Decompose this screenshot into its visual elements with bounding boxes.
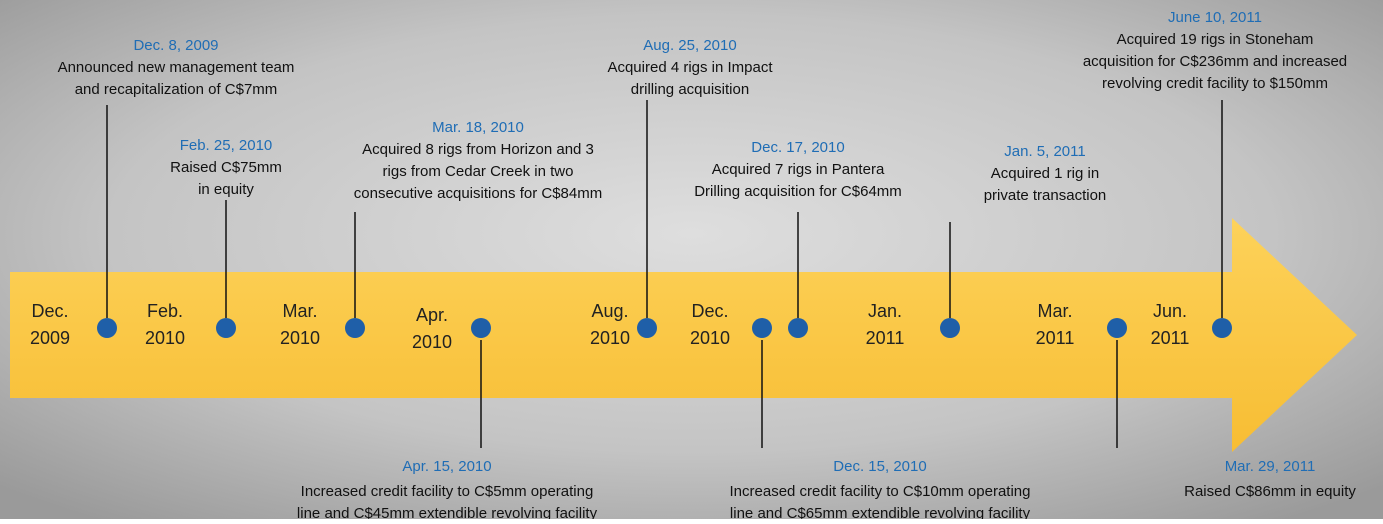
axis-month: Mar. bbox=[282, 301, 317, 321]
event-date: June 10, 2011 bbox=[1168, 9, 1262, 26]
axis-year: 2010 bbox=[690, 328, 730, 348]
event-text: drilling acquisition bbox=[631, 81, 749, 98]
axis-year: 2010 bbox=[145, 328, 185, 348]
event-date: Dec. 17, 2010 bbox=[751, 139, 844, 156]
timeline-content: Dec. 2009 Feb. 2010 Mar. 2010 Apr. 2010 Aug. 2010… bbox=[30, 9, 1356, 522]
event-dot bbox=[216, 318, 236, 338]
event-dot bbox=[940, 318, 960, 338]
axis-year: 2011 bbox=[1151, 328, 1190, 348]
event-dot bbox=[637, 318, 657, 338]
event-text: Acquired 8 rigs from Horizon and 3 bbox=[362, 141, 594, 158]
axis-year: 2010 bbox=[280, 328, 320, 348]
event-text: Drilling acquisition for C$64mm bbox=[694, 183, 902, 200]
axis-month: Mar. bbox=[1037, 301, 1072, 321]
axis-month: Jan. bbox=[868, 301, 902, 321]
event-text: Acquired 19 rigs in Stoneham bbox=[1117, 31, 1314, 48]
axis-month: Dec. bbox=[691, 301, 728, 321]
event-dot bbox=[788, 318, 808, 338]
event-dot bbox=[97, 318, 117, 338]
axis-year: 2011 bbox=[866, 328, 905, 348]
axis-month: Dec. bbox=[31, 301, 68, 321]
event-text: Raised C$86mm in equity bbox=[1184, 483, 1356, 500]
event-dot bbox=[752, 318, 772, 338]
event-date: Feb. 25, 2010 bbox=[180, 137, 273, 154]
event-date: Jan. 5, 2011 bbox=[1004, 143, 1085, 160]
event-dot bbox=[471, 318, 491, 338]
axis-month: Feb. bbox=[147, 301, 183, 321]
event-text: Acquired 4 rigs in Impact bbox=[607, 59, 773, 76]
event-text: Increased credit facility to C$5mm opera… bbox=[301, 483, 594, 500]
event-date: Apr. 15, 2010 bbox=[402, 458, 491, 475]
event-text: Acquired 1 rig in bbox=[991, 165, 1099, 182]
event-date: Dec. 15, 2010 bbox=[833, 458, 926, 475]
event-text: consecutive acquisitions for C$84mm bbox=[354, 185, 602, 202]
event-text: in equity bbox=[198, 181, 254, 198]
event-text: line and C$45mm extendible revolving fac… bbox=[297, 505, 598, 519]
event-text: line and C$65mm extendible revolving fac… bbox=[730, 505, 1031, 519]
event-text: acquisition for C$236mm and increased bbox=[1083, 53, 1347, 70]
event-date: Mar. 18, 2010 bbox=[432, 119, 524, 136]
event-text: Acquired 7 rigs in Pantera bbox=[712, 161, 885, 178]
event-date: Mar. 29, 2011 bbox=[1225, 458, 1316, 475]
event-text: and recapitalization of C$7mm bbox=[75, 81, 278, 98]
axis-year: 2010 bbox=[590, 328, 630, 348]
event-date: Aug. 25, 2010 bbox=[643, 37, 736, 54]
event-text: private transaction bbox=[984, 187, 1107, 204]
axis-month: Apr. bbox=[416, 305, 448, 325]
event-dot bbox=[1212, 318, 1232, 338]
event-dot bbox=[345, 318, 365, 338]
event-text: Raised C$75mm bbox=[170, 159, 282, 176]
event-text: rigs from Cedar Creek in two bbox=[383, 163, 574, 180]
axis-year: 2009 bbox=[30, 328, 70, 348]
event-text: Increased credit facility to C$10mm oper… bbox=[730, 483, 1031, 500]
event-text: revolving credit facility to $150mm bbox=[1102, 75, 1328, 92]
axis-year: 2010 bbox=[412, 332, 452, 352]
timeline-arrow bbox=[10, 218, 1357, 452]
axis-month: Jun. bbox=[1153, 301, 1187, 321]
event-date: Dec. 8, 2009 bbox=[133, 37, 218, 54]
event-dot bbox=[1107, 318, 1127, 338]
event-text: Announced new management team bbox=[58, 59, 295, 76]
axis-year: 2011 bbox=[1036, 328, 1075, 348]
axis-month: Aug. bbox=[591, 301, 628, 321]
